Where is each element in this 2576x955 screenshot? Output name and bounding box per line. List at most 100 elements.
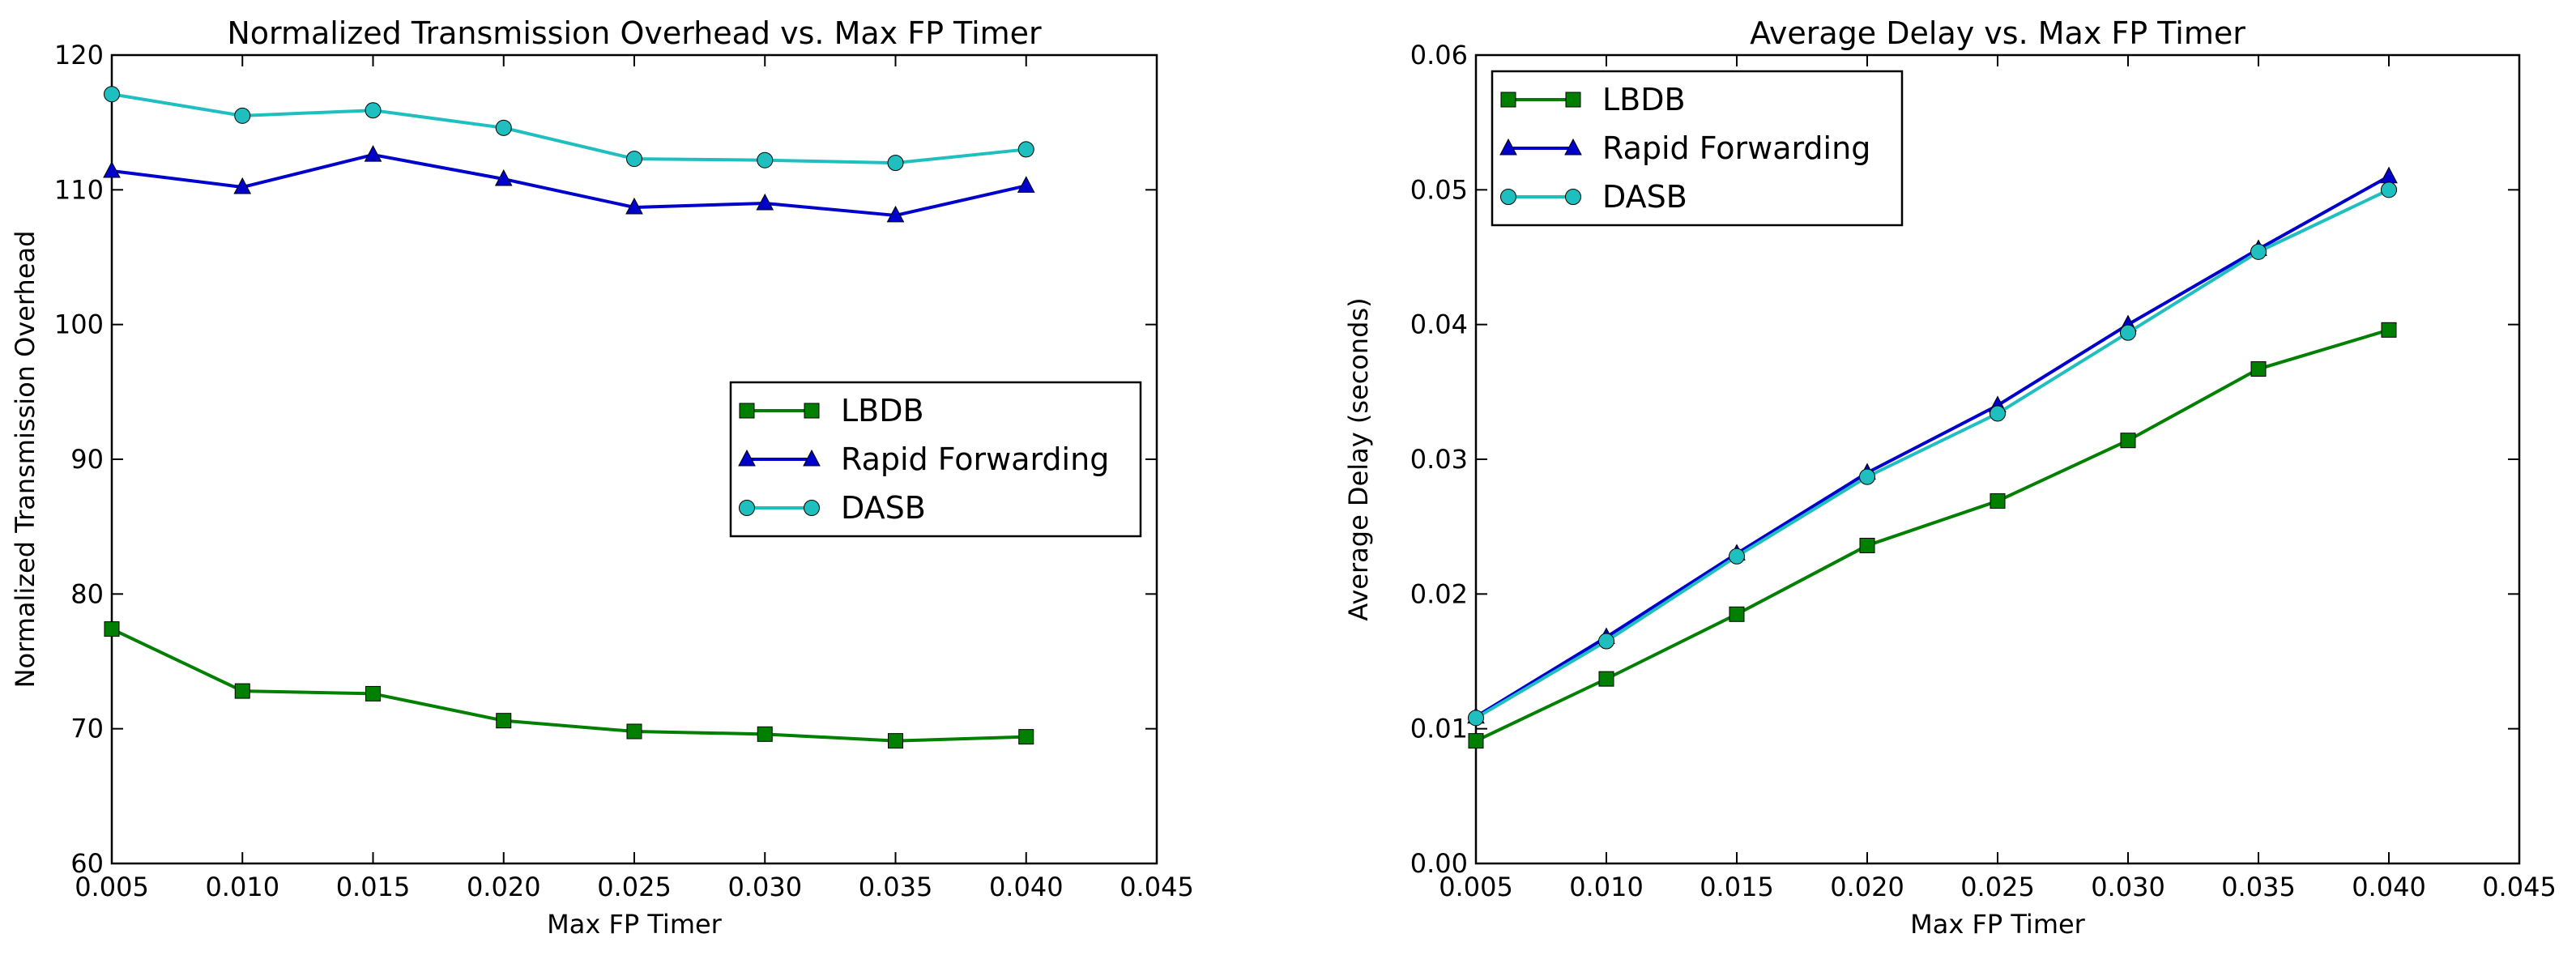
chart-2-y-tick-label: 0.05 bbox=[1410, 174, 1468, 205]
chart-2-series-rapid-forwarding-point bbox=[2380, 166, 2398, 184]
chart-1-series-lbdb-point bbox=[1018, 729, 1034, 745]
chart-2-series-dasb bbox=[1468, 181, 2397, 727]
chart-1-series-lbdb-point bbox=[234, 683, 250, 699]
chart-1-legend-marker bbox=[803, 449, 821, 467]
chart-1-y-tick-label: 90 bbox=[70, 444, 104, 475]
chart-2-legend-marker bbox=[1565, 189, 1581, 205]
chart-1-series-dasb-point bbox=[626, 151, 642, 168]
chart-2-y-tick-label: 0.03 bbox=[1410, 444, 1468, 475]
chart-1-series-rapid-forwarding-point bbox=[625, 197, 643, 215]
chart-1-series-rapid-forwarding-point bbox=[233, 177, 252, 194]
chart-1-y-tick-label: 60 bbox=[70, 848, 104, 879]
chart-1-y-tick-label: 80 bbox=[70, 578, 104, 609]
chart-1-y-tick-label: 70 bbox=[70, 714, 104, 744]
chart-2-y-tick-label: 0.06 bbox=[1410, 40, 1468, 70]
chart-2-legend-marker bbox=[1500, 189, 1516, 205]
chart-1-series-rapid-forwarding-point bbox=[364, 145, 382, 162]
chart-1-legend-entry-rapid-forwarding: Rapid Forwarding bbox=[738, 441, 1109, 477]
chart-1-series-dasb-point bbox=[887, 155, 904, 172]
chart-2-x-axis-label: Max FP Timer bbox=[1910, 909, 2086, 940]
chart-2-x-tick-label: 0.015 bbox=[1700, 872, 1774, 902]
chart-1-series-lbdb-point bbox=[757, 726, 773, 742]
chart-1-series-dasb-line bbox=[111, 92, 1026, 165]
chart-2-x-tick-label: 0.040 bbox=[2352, 872, 2426, 902]
chart-1-series-rapid-forwarding-point bbox=[103, 160, 121, 178]
chart-2-series-lbdb bbox=[1468, 322, 2397, 749]
chart-1-y-tick-label: 120 bbox=[54, 40, 104, 70]
chart-2-legend-marker bbox=[1564, 138, 1582, 156]
chart-1-x-tick-label: 0.005 bbox=[75, 872, 149, 902]
chart-2-y-tick-label: 0.02 bbox=[1410, 578, 1468, 609]
chart-2-legend-entry-rapid-forwarding: Rapid Forwarding bbox=[1499, 130, 1870, 166]
chart-2-series-lbdb-point bbox=[1598, 671, 1614, 687]
chart-2-series-dasb-point bbox=[2250, 243, 2267, 260]
chart-2-series-lbdb-point bbox=[1468, 733, 1484, 749]
chart-2-series-dasb-line bbox=[1474, 188, 2390, 720]
chart-2-legend-entry-dasb: DASB bbox=[1500, 179, 1687, 215]
chart-1-series-dasb-point bbox=[234, 107, 251, 124]
chart-1-x-tick-label: 0.010 bbox=[205, 872, 279, 902]
chart-2-legend-marker bbox=[1499, 138, 1517, 156]
chart-1-legend-marker bbox=[739, 500, 755, 516]
chart-1-legend-label: Rapid Forwarding bbox=[841, 441, 1109, 477]
chart-2-series-lbdb-point bbox=[2120, 433, 2136, 449]
chart-1-series-rapid-forwarding bbox=[103, 145, 1035, 223]
chart-2-series-dasb-point bbox=[2120, 324, 2136, 341]
chart-1-legend-marker bbox=[804, 403, 820, 419]
chart-1-series-rapid-forwarding-point bbox=[886, 205, 905, 223]
chart-2-x-tick-label: 0.045 bbox=[2482, 872, 2557, 902]
chart-1-x-tick-label: 0.040 bbox=[989, 872, 1064, 902]
chart-1-series-lbdb bbox=[104, 621, 1034, 749]
chart-2-x-tick-label: 0.030 bbox=[2091, 872, 2165, 902]
chart-1-series-dasb-point bbox=[104, 86, 120, 103]
chart-2-legend-marker bbox=[1500, 92, 1516, 108]
chart-2-x-tick-label: 0.025 bbox=[1960, 872, 2035, 902]
chart-1-legend-entry-lbdb: LBDB bbox=[739, 393, 924, 428]
chart-1-series-rapid-forwarding-point bbox=[494, 168, 513, 186]
chart-2-x-tick-label: 0.020 bbox=[1830, 872, 1904, 902]
chart-1-legend-marker bbox=[739, 403, 755, 419]
chart-2-y-axis-label: Average Delay (seconds) bbox=[1343, 297, 1374, 620]
chart-2-series-lbdb-point bbox=[2250, 361, 2267, 377]
chart-2-series-dasb-point bbox=[1990, 405, 2006, 422]
chart-1-x-tick-label: 0.020 bbox=[467, 872, 541, 902]
chart-1-x-tick-label: 0.030 bbox=[727, 872, 802, 902]
chart-2-series-dasb-point bbox=[1598, 633, 1614, 650]
chart-2-series-lbdb-line bbox=[1475, 328, 2390, 743]
chart-2-y-tick-label: 0.04 bbox=[1410, 309, 1468, 340]
chart-1-series-rapid-forwarding-line bbox=[111, 153, 1027, 217]
chart-2-legend-label: DASB bbox=[1602, 179, 1687, 215]
chart-2-series-lbdb-point bbox=[2381, 322, 2397, 338]
chart-2-series-dasb-point bbox=[2381, 181, 2397, 198]
chart-2-series-lbdb-point bbox=[1859, 537, 1875, 553]
chart-2-series-dasb-point bbox=[1729, 548, 1745, 565]
chart-1: Normalized Transmission Overhead vs. Max… bbox=[10, 15, 1194, 940]
chart-1-x-tick-label: 0.045 bbox=[1120, 872, 1194, 902]
chart-1-series-lbdb-point bbox=[626, 723, 642, 740]
chart-1-x-axis-label: Max FP Timer bbox=[547, 909, 723, 940]
chart-2-series-rapid-forwarding-line bbox=[1474, 174, 2390, 718]
chart-1-series-rapid-forwarding-point bbox=[1017, 176, 1035, 193]
chart-1-series-lbdb-line bbox=[111, 627, 1026, 743]
chart-2-x-tick-label: 0.035 bbox=[2221, 872, 2296, 902]
chart-1-title: Normalized Transmission Overhead vs. Max… bbox=[227, 15, 1042, 51]
chart-1-series-dasb-point bbox=[365, 102, 382, 119]
chart-2-title: Average Delay vs. Max FP Timer bbox=[1750, 15, 2245, 51]
chart-1-x-tick-label: 0.025 bbox=[597, 872, 672, 902]
chart-1-series-dasb-point bbox=[495, 119, 512, 136]
chart-2-series-dasb-point bbox=[1859, 468, 1875, 485]
chart-1-legend-label: DASB bbox=[841, 490, 926, 526]
chart-1-legend-marker bbox=[738, 449, 756, 467]
chart-1-y-axis-label: Normalized Transmission Overhead bbox=[10, 231, 41, 689]
chart-2-legend-label: Rapid Forwarding bbox=[1602, 130, 1870, 166]
chart-2-series-dasb-point bbox=[1468, 710, 1484, 727]
chart-2-legend-entry-lbdb: LBDB bbox=[1500, 82, 1686, 117]
chart-1-series-lbdb-point bbox=[365, 685, 381, 701]
chart-2-x-tick-label: 0.010 bbox=[1569, 872, 1644, 902]
chart-1-series-dasb-point bbox=[757, 151, 774, 168]
chart-1-legend-marker bbox=[804, 500, 820, 516]
chart-2-y-tick-label: 0.00 bbox=[1410, 848, 1468, 879]
chart-1-legend: LBDB Rapid Forwarding DASB bbox=[729, 381, 1142, 538]
